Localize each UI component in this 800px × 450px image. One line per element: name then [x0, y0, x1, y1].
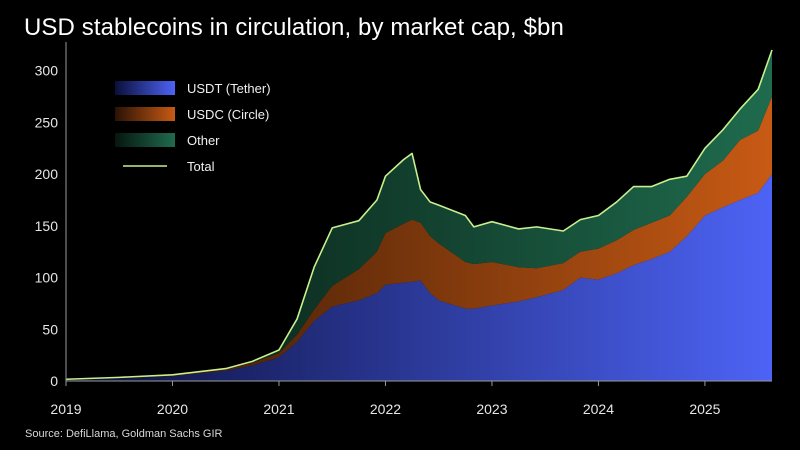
- x-tick-label: 2021: [263, 401, 294, 417]
- legend-label: USDC (Circle): [187, 107, 269, 122]
- y-tick-label: 200: [35, 166, 59, 182]
- source-note: Source: DefiLlama, Goldman Sachs GIR: [25, 428, 223, 440]
- y-tick-label: 150: [35, 218, 59, 234]
- chart-title: USD stablecoins in circulation, by marke…: [24, 14, 564, 41]
- y-tick-label: 0: [50, 373, 58, 389]
- area-layers: [65, 49, 773, 381]
- y-tick-label: 250: [35, 114, 59, 130]
- axes: 0 50 100 150 200 250 300 2019 2020 2021 2022 2023 20…: [35, 42, 772, 417]
- area-other: [66, 50, 772, 380]
- area-usdc-circle: [66, 96, 772, 380]
- legend-label: USDT (Tether): [187, 81, 271, 96]
- legend-label: Other: [187, 133, 220, 148]
- legend-label: Total: [187, 159, 215, 174]
- x-tick-label: 2023: [476, 401, 507, 417]
- legend-swatch: [115, 81, 175, 95]
- total-line: [65, 49, 773, 381]
- y-tick-label: 300: [35, 63, 59, 79]
- x-tick-label: 2020: [157, 401, 188, 417]
- legend-swatch: [115, 133, 175, 147]
- area-usdt-tether: [66, 174, 772, 381]
- legend: USDT (Tether) USDC (Circle) Other Total: [115, 81, 271, 174]
- x-tick-label: 2025: [689, 401, 720, 417]
- y-tick-label: 100: [35, 270, 59, 286]
- x-tick-label: 2022: [370, 401, 401, 417]
- legend-swatch: [115, 107, 175, 121]
- x-tick-label: 2019: [50, 401, 81, 417]
- x-tick-label: 2024: [583, 401, 614, 417]
- y-tick-label: 50: [42, 321, 58, 337]
